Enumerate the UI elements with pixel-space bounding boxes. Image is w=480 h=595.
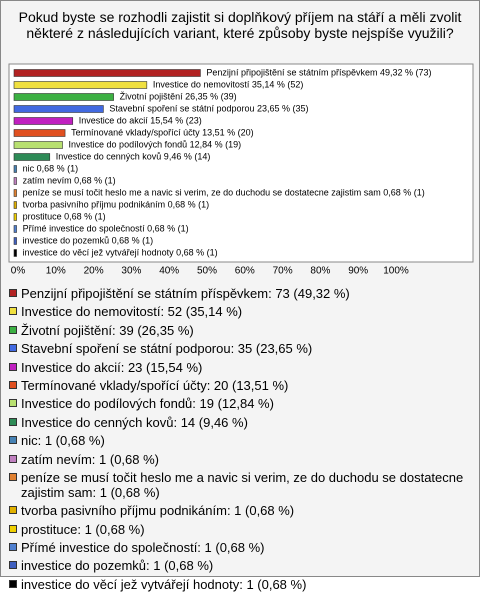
bar-label: Životní pojištění 26,35 % (39) [120,91,237,101]
legend-label: Termínované vklady/spořící účty: 20 (13,… [21,377,289,393]
legend-item: Investice do podílových fondů: 19 (12,84… [9,396,471,411]
legend-swatch [9,325,17,334]
legend-item: nic: 1 (0,68 %) [9,433,471,448]
legend-item: Stavební spoření se státní podporou: 35 … [9,341,471,356]
bar-label: investice do pozemků 0,68 % (1) [23,235,154,245]
bar [13,249,17,257]
bar-label: Investice do nemovitostí 35,14 % (52) [153,79,304,89]
bar [13,117,74,125]
bar-label: Penzijní připojištění se státním příspěv… [206,67,431,77]
x-tick-label: 40% [159,266,179,277]
legend-label: investice do pozemků: 1 (0,68 %) [21,558,214,574]
x-tick-label: 20% [84,266,104,277]
legend-swatch [9,417,17,426]
legend-item: Životní pojištění: 39 (26,35 %) [9,323,471,338]
x-tick-label: 60% [235,266,255,277]
x-tick-label: 70% [273,266,293,277]
legend-swatch [9,454,17,463]
legend-swatch [9,561,17,570]
bar-label: Termínované vklady/spořící účty 13,51 % … [71,127,254,137]
bar [13,213,17,221]
legend-label: peníze se musí točit heslo me a navic si… [21,469,464,500]
bar-label: Investice do akcií 15,54 % (23) [79,115,202,125]
legend-item: investice do pozemků: 1 (0,68 %) [9,558,471,573]
legend-label: tvorba pasivního příjmu podnikáním: 1 (0… [21,503,295,519]
legend-swatch [9,344,17,353]
bar-label: prostituce 0,68 % (1) [23,211,106,221]
legend-label: nic: 1 (0,68 %) [21,433,105,449]
chart-title: Pokud byste se rozhodli zajistit si dopl… [18,9,462,41]
bar-label: investice do věcí jež vytvářejí hodnoty … [23,247,218,257]
legend-item: Přímé investice do společností: 1 (0,68 … [9,540,471,555]
legend-label: Penzijní připojištění se státním příspěv… [21,286,350,301]
legend: Penzijní připojištění se státním příspěv… [9,286,471,595]
bar-label: peníze se musí točit heslo me a navic si… [23,187,425,197]
legend-item: Investice do cenných kovů: 14 (9,46 %) [9,415,471,430]
bar-label: zatím nevím 0,68 % (1) [23,175,116,185]
legend-swatch [9,289,17,297]
legend-label: prostituce: 1 (0,68 %) [21,521,145,537]
bar [13,81,148,89]
bar [13,177,17,185]
legend-label: zatím nevím: 1 (0,68 %) [21,451,159,467]
legend-label: Přímé investice do společností: 1 (0,68 … [21,540,265,556]
bar-label: Přímé investice do společností 0,68 % (1… [23,223,189,233]
bar [13,189,17,197]
legend-item: investice do věcí jež vytvářejí hodnoty:… [9,577,471,592]
legend-item: peníze se musí točit heslo me a navic si… [9,470,471,500]
chart: 0% 10% 20% 30% 40% 50% 60% 70% 80% 90% 100% Penzijn… [8,63,474,277]
legend-item: prostituce: 1 (0,68 %) [9,522,471,537]
legend-label: Životní pojištění: 39 (26,35 %) [21,322,194,338]
bar [13,141,63,149]
x-tick-label: 90% [348,266,368,277]
legend-label: investice do věcí jež vytvářejí hodnoty:… [21,576,307,592]
legend-swatch [9,506,17,515]
bar-label: Investice do cenných kovů 9,46 % (14) [56,151,211,161]
x-tick-label: 0% [11,266,26,277]
legend-item: tvorba pasivního příjmu podnikáním: 1 (0… [9,503,471,518]
x-tick-label: 80% [310,266,330,277]
bar [13,165,17,173]
bar [13,129,66,137]
legend-swatch [9,543,17,552]
x-tick-label: 100% [383,266,409,277]
bar-label: Stavební spoření se státní podporou 23,6… [109,103,308,113]
legend-item: Penzijní připojištění se státním příspěv… [9,286,471,301]
legend-item: zatím nevím: 1 (0,68 %) [9,452,471,467]
legend-swatch [9,380,17,389]
bar-label: tvorba pasivního příjmu podnikáním 0,68 … [23,199,210,209]
x-tick-label: 50% [197,266,217,277]
bar-label: nic 0,68 % (1) [23,163,79,173]
legend-swatch [9,472,17,481]
bar [13,225,17,233]
legend-swatch [9,579,17,588]
legend-item: Investice do nemovitostí: 52 (35,14 %) [9,304,471,319]
legend-swatch [9,436,17,445]
bar [13,153,51,161]
bar-label: Investice do podílových fondů 12,84 % (1… [69,139,242,149]
legend-label: Stavební spoření se státní podporou: 35 … [21,341,313,357]
legend-item: Investice do akcií: 23 (15,54 %) [9,360,471,375]
legend-label: Investice do nemovitostí: 52 (35,14 %) [21,304,243,320]
bar [13,105,104,113]
legend-label: Investice do cenných kovů: 14 (9,46 %) [21,414,248,430]
legend-swatch [9,362,17,371]
legend-swatch [9,399,17,408]
legend-item: Termínované vklady/spořící účty: 20 (13,… [9,378,471,393]
legend-swatch [9,307,17,316]
legend-swatch [9,524,17,533]
bar [13,201,17,209]
bar [13,237,17,245]
bar [13,69,201,77]
bar [13,93,114,101]
x-tick-label: 10% [46,266,66,277]
legend-label: Investice do akcií: 23 (15,54 %) [21,359,203,375]
legend-label: Investice do podílových fondů: 19 (12,84… [21,396,274,412]
x-tick-label: 30% [121,266,141,277]
